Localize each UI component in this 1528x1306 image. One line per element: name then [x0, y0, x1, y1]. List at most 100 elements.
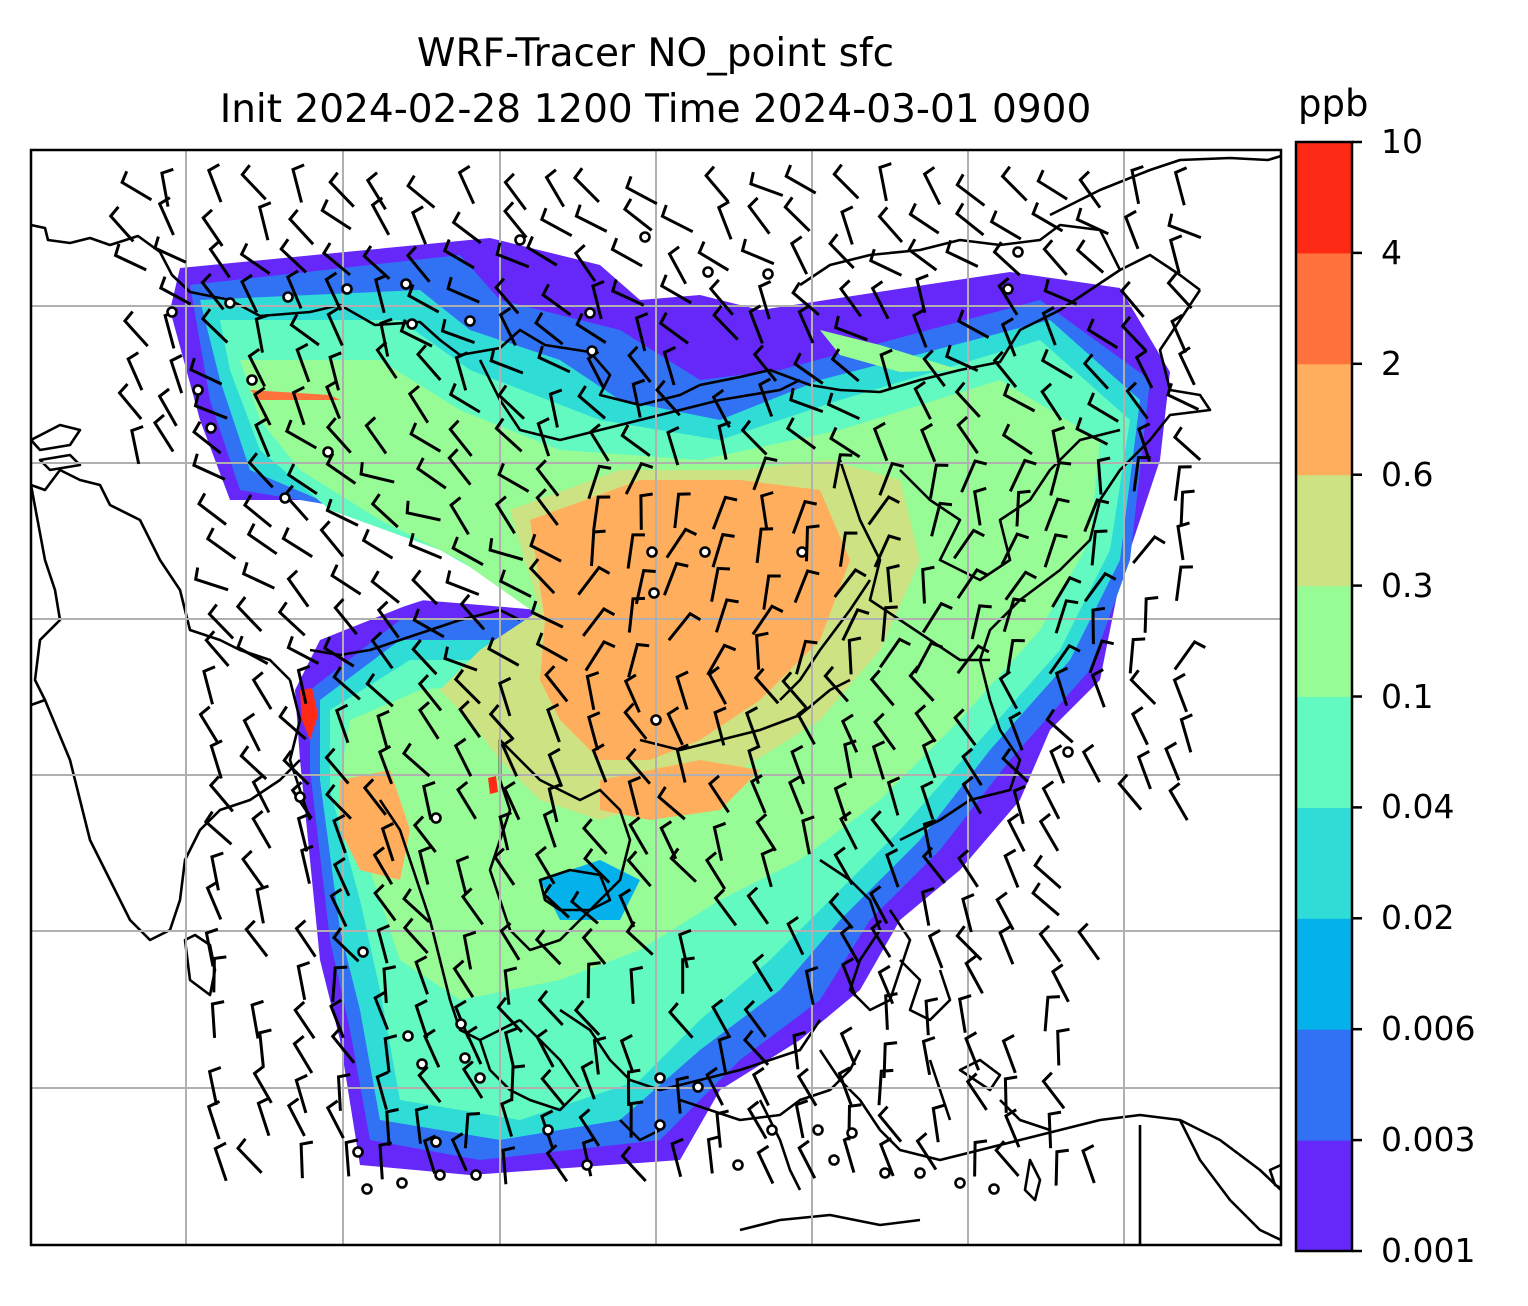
wind-barb: [921, 565, 935, 604]
wind-barb: [445, 570, 480, 596]
wind-barb: [362, 245, 391, 280]
wind-barb: [370, 196, 391, 236]
wind-barb: [961, 893, 975, 933]
wind-barb: [373, 883, 397, 922]
calm-wind-circle: [322, 446, 334, 458]
colorbar-tick-label: 0.02: [1381, 898, 1455, 938]
colorbar-tick-label: 2: [1381, 343, 1402, 383]
wind-barb: [675, 1075, 690, 1114]
wind-barb: [755, 631, 769, 670]
wind-barb: [130, 425, 144, 465]
wind-barb: [590, 529, 606, 567]
wind-barb: [210, 1000, 225, 1038]
wind-barb: [716, 200, 733, 240]
coastlines: [31, 154, 1281, 1245]
calm-wind-circle: [954, 1177, 966, 1189]
wind-barb: [625, 920, 654, 956]
wind-barb: [401, 742, 431, 778]
wind-barb: [665, 527, 698, 559]
wind-barb: [639, 492, 653, 530]
wind-barb: [534, 845, 556, 885]
wind-barb: [752, 344, 778, 382]
wind-barb: [749, 171, 784, 197]
wind-barb: [746, 886, 770, 925]
calm-wind-circle: [246, 374, 258, 386]
wind-barb: [668, 1002, 694, 1039]
wind-barb: [453, 668, 481, 705]
calm-wind-circle: [192, 384, 204, 396]
wind-barb: [1043, 278, 1078, 306]
wind-barb: [443, 646, 478, 672]
wind-barb: [113, 243, 147, 272]
wind-barb: [157, 196, 175, 236]
wind-barb: [380, 822, 395, 862]
wind-barb: [921, 1036, 936, 1076]
wind-barb: [877, 964, 895, 1005]
wind-barb: [503, 201, 528, 239]
wind-barb: [944, 344, 979, 372]
wind-barb: [290, 781, 313, 820]
wind-barb: [793, 569, 820, 604]
wind-barb: [240, 164, 267, 201]
wind-barb: [952, 528, 985, 560]
wind-barb: [1042, 239, 1068, 276]
wind-barb: [251, 671, 273, 710]
tracer-concentration-field: [170, 238, 1170, 1175]
wind-barb: [319, 520, 345, 558]
wind-barb: [378, 1141, 393, 1180]
wind-barb: [997, 277, 1019, 316]
wind-barb: [626, 533, 645, 569]
wind-barb: [1172, 426, 1202, 462]
wind-barb: [205, 880, 223, 920]
wind-barb: [841, 607, 870, 642]
calm-wind-circle: [279, 492, 291, 504]
wind-barb: [868, 248, 903, 277]
wind-barb: [867, 495, 901, 526]
wind-barb: [757, 280, 772, 320]
wind-barb: [873, 534, 902, 568]
wind-barb: [329, 887, 348, 928]
calm-wind-circle: [650, 714, 662, 726]
wind-barb: [658, 311, 689, 345]
wind-barb: [762, 574, 781, 610]
wind-barb: [1043, 995, 1060, 1032]
wind-barb: [1051, 425, 1065, 465]
wind-barb: [153, 236, 187, 264]
wind-barb: [1048, 643, 1081, 675]
wind-barb: [296, 812, 311, 852]
wind-barb: [790, 744, 806, 785]
wind-barb: [1002, 597, 1026, 633]
wind-barb: [992, 350, 1018, 388]
wind-barb: [414, 1105, 429, 1144]
wind-barb: [1087, 392, 1119, 423]
wind-barb: [795, 639, 818, 675]
wind-barb: [667, 611, 702, 642]
wind-barb: [927, 928, 944, 969]
calm-wind-circle: [732, 1159, 744, 1171]
wind-barb: [362, 778, 387, 816]
wind-barb: [870, 810, 895, 848]
wind-barb: [192, 453, 226, 481]
wind-barb: [973, 486, 987, 526]
wind-barb: [242, 712, 261, 752]
wind-barb: [160, 167, 174, 207]
wind-barb: [711, 495, 738, 530]
wind-barb: [797, 1139, 817, 1179]
wind-barb: [839, 1026, 857, 1066]
wind-barb: [498, 811, 512, 851]
colorbar-tick-label: 0.3: [1381, 565, 1434, 605]
wind-barb: [793, 352, 824, 385]
colorbar-tick-label: 4: [1381, 232, 1402, 272]
wind-barb: [747, 196, 771, 235]
calm-wind-circle: [796, 546, 808, 558]
wind-barb: [580, 1060, 596, 1100]
wind-barb: [379, 317, 393, 357]
wind-barb: [792, 1030, 806, 1070]
wind-barb: [365, 672, 394, 708]
wind-barb: [841, 957, 857, 997]
wind-barb: [624, 461, 654, 495]
wind-barb: [789, 235, 809, 275]
colorbar-tick-label: 0.6: [1381, 454, 1434, 494]
wind-barb: [1047, 1110, 1062, 1149]
wind-barb: [870, 280, 890, 320]
